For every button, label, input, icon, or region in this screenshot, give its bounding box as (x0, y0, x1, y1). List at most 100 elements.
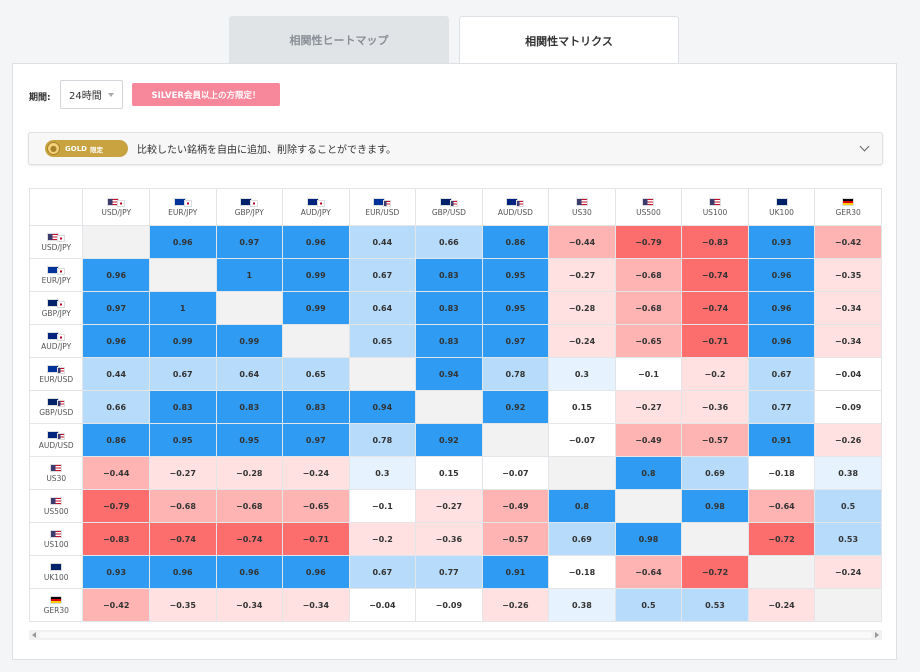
matrix-cell: −0.74 (681, 258, 749, 292)
column-header: UK100 (747, 188, 816, 226)
matrix-cell: 0.65 (282, 357, 350, 391)
scroll-left-arrow-icon[interactable] (32, 632, 36, 638)
matrix-cell: −0.74 (148, 522, 217, 556)
matrix-cell: −0.36 (415, 522, 483, 556)
us-flag-icon (50, 496, 63, 505)
matrix-cell: −0.35 (814, 258, 882, 292)
matrix-cell: 0.91 (481, 555, 550, 589)
row-header-label: EUR/USD (39, 374, 74, 384)
matrix-cell: −0.74 (681, 291, 749, 325)
matrix-cell: 0.96 (747, 291, 816, 325)
matrix-panel: 期間: 24時間 SILVER会員以上の方限定！ ● GOLD 限定 比較したい… (12, 63, 897, 660)
matrix-row: EUR/USD 0.44 0.67 0.64 0.65 0.94 0.78 0.3 −0.1 −0… (28, 357, 882, 391)
matrix-cell: −0.68 (215, 489, 284, 523)
matrix-cell: −0.26 (814, 423, 882, 457)
period-select-value: 24時間 (69, 91, 102, 102)
row-header-label: AUD/JPY (41, 341, 72, 351)
gold-feature-bar[interactable]: ● GOLD 限定 比較したい銘柄を自由に追加、削除することができます。 (28, 132, 883, 165)
matrix-cell: −0.34 (215, 588, 284, 622)
us-flag-icon (575, 197, 588, 206)
row-header: EUR/JPY (28, 258, 84, 292)
matrix-cell: 0.97 (481, 324, 550, 358)
matrix-cell-diagonal (282, 324, 350, 358)
matrix-cell: 0.77 (747, 390, 816, 424)
matrix-cell: −0.65 (614, 324, 683, 358)
column-header-label: GER30 (835, 207, 861, 217)
matrix-cell: 0.95 (148, 423, 217, 457)
matrix-cell: 0.93 (747, 225, 816, 259)
matrix-row: GBP/JPY 0.97 1 0.99 0.64 0.83 0.95 −0.28 −0.68 −0… (28, 291, 882, 325)
row-header-label: US30 (46, 473, 67, 483)
row-header-label: EUR/JPY (41, 275, 71, 285)
eu-us-flag-icon (373, 197, 392, 207)
matrix-cell: 0.69 (548, 522, 616, 556)
matrix-cell: 0.5 (614, 588, 683, 622)
matrix-cell: −0.49 (614, 423, 683, 457)
gb-jp-flag-icon (47, 298, 66, 308)
matrix-cell: 0.78 (348, 423, 417, 457)
caret-down-icon (108, 93, 114, 97)
matrix-header-row: USD/JPY EUR/JPY GBP/JPY AUD/JPY EUR/USD GBP/U… (28, 188, 882, 226)
matrix-cell: 0.98 (614, 522, 683, 556)
matrix-cell: 0.93 (82, 555, 150, 589)
us-flag-icon (50, 463, 63, 472)
matrix-cell: −0.24 (548, 324, 616, 358)
matrix-cell: 0.96 (215, 555, 284, 589)
matrix-cell: −0.36 (681, 390, 749, 424)
row-header: EUR/USD (28, 357, 84, 391)
column-header-label: EUR/USD (365, 207, 400, 217)
row-header: US30 (28, 456, 84, 490)
column-header-label: US100 (702, 207, 728, 217)
column-header: GBP/JPY (215, 188, 284, 226)
matrix-cell: 0.96 (282, 555, 350, 589)
au-us-flag-icon (47, 430, 66, 440)
matrix-cell: −0.04 (814, 357, 882, 391)
matrix-row: USD/JPY 0.96 0.97 0.96 0.44 0.66 0.86 −0.44 −0.7… (28, 225, 882, 259)
gb-us-flag-icon (439, 197, 458, 207)
column-header: GER30 (814, 188, 882, 226)
matrix-cell: 0.96 (282, 225, 350, 259)
tab-matrix[interactable]: 相関性マトリクス (459, 16, 679, 65)
correlation-matrix: USD/JPY EUR/JPY GBP/JPY AUD/JPY EUR/USD GBP/U… (28, 188, 882, 622)
matrix-cell: 0.3 (348, 456, 417, 490)
matrix-cell: 0.64 (348, 291, 417, 325)
column-header-label: GBP/JPY (234, 207, 264, 217)
matrix-cell: −0.1 (348, 489, 417, 523)
matrix-cell: −0.64 (747, 489, 816, 523)
matrix-cell: 0.91 (747, 423, 816, 457)
matrix-cell: −0.57 (681, 423, 749, 457)
matrix-cell: −0.57 (481, 522, 550, 556)
matrix-cell: 0.64 (215, 357, 284, 391)
matrix-cell: −0.34 (814, 324, 882, 358)
matrix-cell: 0.83 (282, 390, 350, 424)
chevron-down-icon[interactable] (859, 141, 870, 152)
matrix-cell-diagonal (348, 357, 417, 391)
column-header-label: AUD/USD (497, 207, 533, 217)
row-header: GER30 (28, 588, 84, 622)
matrix-cell: 0.53 (814, 522, 882, 556)
tab-heatmap[interactable]: 相関性ヒートマップ (229, 16, 449, 64)
matrix-cell: 0.99 (282, 291, 350, 325)
matrix-corner (28, 188, 84, 226)
horizontal-scrollbar[interactable] (29, 630, 882, 640)
period-select[interactable]: 24時間 (60, 80, 123, 109)
column-header-label: US30 (572, 207, 592, 217)
matrix-cell: 0.96 (148, 555, 217, 589)
matrix-cell: 0.96 (747, 324, 816, 358)
matrix-row: US100 −0.83 −0.74 −0.74 −0.71 −0.2 −0.36 −0.57 0… (28, 522, 882, 556)
period-label: 期間: (29, 93, 51, 103)
column-header: GBP/USD (415, 188, 483, 226)
matrix-cell: 0.96 (82, 258, 150, 292)
row-header-label: USD/JPY (41, 242, 72, 252)
us-jp-flag-icon (47, 232, 66, 242)
gb-us-flag-icon (47, 397, 66, 407)
gold-badge-suffix: 限定 (89, 145, 103, 154)
scrollbar-thumb[interactable] (39, 632, 872, 638)
column-header-label: EUR/JPY (168, 207, 198, 217)
column-header: US500 (614, 188, 683, 226)
matrix-cell: −0.35 (148, 588, 217, 622)
us-jp-flag-icon (107, 197, 126, 207)
column-header: AUD/JPY (282, 188, 350, 226)
au-jp-flag-icon (306, 197, 325, 207)
scroll-right-arrow-icon[interactable] (875, 632, 879, 638)
